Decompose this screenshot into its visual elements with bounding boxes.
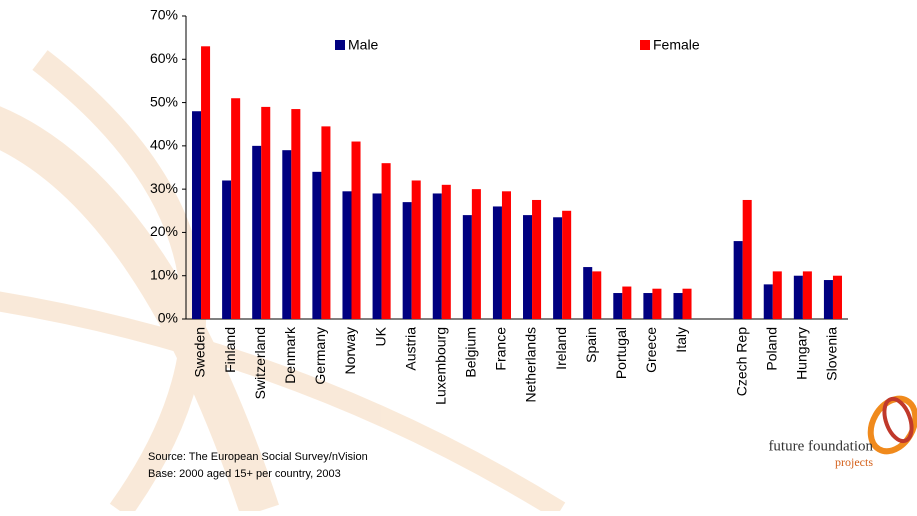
x-tick-label: Poland (763, 327, 779, 371)
logo-name: future foundation (768, 438, 873, 454)
bar (793, 275, 803, 319)
x-tick-label: Spain (583, 327, 599, 363)
x-tick-label: Denmark (282, 326, 298, 384)
y-tick-label: 40% (150, 137, 178, 153)
bar (411, 180, 421, 319)
bar (501, 191, 511, 319)
y-tick-label: 10% (150, 266, 178, 282)
bar (742, 199, 752, 319)
source-note: Source: The European Social Survey/nVisi… (148, 451, 368, 463)
x-tick-label: Czech Rep (733, 327, 749, 396)
bar (402, 202, 412, 319)
bar (523, 215, 533, 319)
y-tick-label: 0% (158, 310, 178, 326)
logo: future foundation projects (768, 395, 917, 469)
bar (652, 288, 662, 319)
x-tick-label: Finland (222, 327, 238, 373)
bar (733, 241, 743, 319)
y-tick-label: 30% (150, 180, 178, 196)
x-tick-label: Luxembourg (432, 327, 448, 405)
x-tick-label: Italy (673, 327, 689, 353)
bar (222, 180, 232, 319)
bar (351, 141, 361, 319)
bar (321, 126, 331, 319)
bar (441, 184, 451, 319)
x-tick-label: Belgium (463, 327, 479, 378)
y-tick-label: 70% (150, 7, 178, 23)
bar (471, 189, 481, 319)
x-tick-label: Portugal (613, 327, 629, 379)
bar (583, 267, 593, 319)
bar (682, 288, 692, 319)
bar (622, 286, 632, 319)
bar (342, 191, 352, 319)
bar (282, 150, 292, 319)
x-tick-label: Greece (643, 327, 659, 373)
bar (772, 271, 782, 319)
bar (381, 163, 391, 319)
x-tick-label: Netherlands (523, 327, 539, 403)
bar (291, 109, 301, 319)
legend-label: Female (653, 37, 700, 53)
bar (802, 271, 812, 319)
bar (261, 106, 271, 320)
y-tick-label: 60% (150, 50, 178, 66)
bar (643, 293, 653, 319)
background-swirl (0, 50, 566, 516)
base-note: Base: 2000 aged 15+ per country, 2003 (148, 468, 341, 480)
y-tick-label: 50% (150, 93, 178, 109)
bar (823, 280, 833, 319)
bar (462, 215, 472, 319)
bar (492, 206, 502, 319)
bar (372, 193, 382, 319)
legend-swatch (335, 40, 345, 50)
y-tick-label: 20% (150, 223, 178, 239)
x-tick-label: Norway (342, 327, 358, 374)
bar (673, 293, 683, 319)
x-tick-label: Hungary (794, 327, 810, 380)
legend-swatch (640, 40, 650, 50)
x-tick-label: Ireland (553, 327, 569, 370)
legend-label: Male (348, 37, 379, 53)
bar (613, 293, 623, 319)
x-tick-label: Switzerland (252, 327, 268, 399)
bar (832, 275, 842, 319)
x-tick-label: Austria (402, 327, 418, 371)
x-tick-label: UK (372, 326, 388, 346)
x-tick-label: Germany (312, 327, 328, 385)
bar (532, 199, 542, 319)
bar (312, 171, 322, 319)
bar (192, 111, 202, 319)
bar (201, 46, 211, 320)
bar (763, 284, 773, 319)
bar (553, 217, 563, 319)
x-tick-label: Slovenia (824, 327, 840, 381)
x-tick-label: Sweden (192, 327, 208, 378)
bar (231, 98, 241, 319)
x-tick-label: France (493, 327, 509, 371)
bar (592, 271, 602, 319)
bar (562, 210, 572, 319)
bar (252, 145, 262, 319)
logo-sub: projects (835, 455, 873, 469)
bar (432, 193, 442, 319)
